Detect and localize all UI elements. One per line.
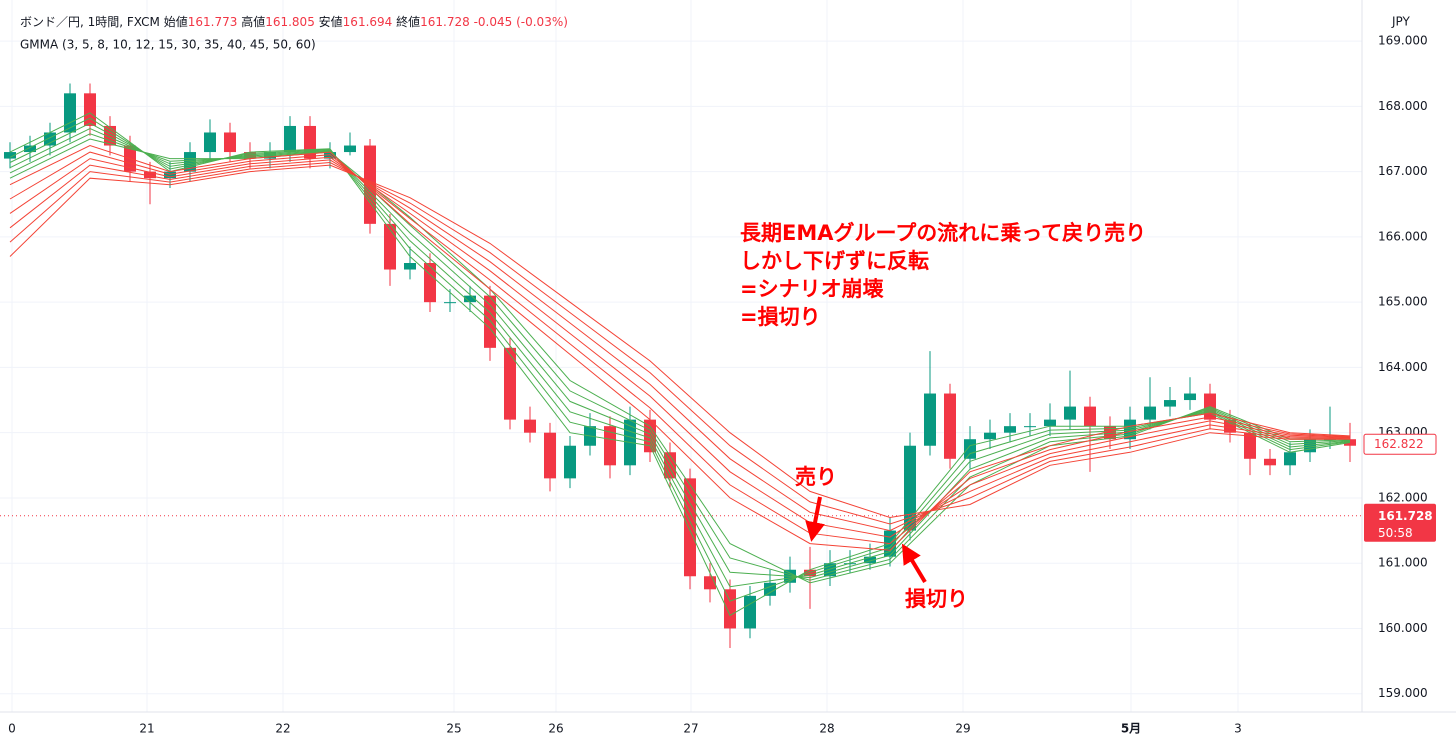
candle-body bbox=[924, 393, 936, 446]
annotation: 長期EMAグループの流れに乗って戻り売り bbox=[740, 221, 1146, 245]
candle-body bbox=[1064, 406, 1076, 420]
gmma-line bbox=[9, 161, 1351, 525]
y-tick-label: 165.000 bbox=[1378, 295, 1428, 309]
header: ボンド／円, 1時間, FXCM 始値161.773 高値161.805 安値1… bbox=[20, 14, 568, 29]
y-tick-label: 162.000 bbox=[1378, 490, 1428, 504]
candle-body bbox=[724, 589, 736, 629]
x-tick-label: 22 bbox=[275, 722, 290, 736]
candle-body bbox=[964, 439, 976, 459]
gmma-line bbox=[9, 112, 1351, 617]
gmma-line bbox=[9, 156, 1351, 538]
candle-body bbox=[1264, 458, 1276, 466]
x-tick-label: 26 bbox=[548, 722, 563, 736]
candle-body bbox=[944, 393, 956, 459]
candle-body bbox=[664, 452, 676, 479]
gmma-line bbox=[9, 159, 1351, 532]
candle-body bbox=[744, 595, 756, 629]
gmma-line bbox=[9, 133, 1351, 581]
x-tick-label: 28 bbox=[819, 722, 834, 736]
gmma-tag bbox=[1363, 433, 1437, 455]
gmma-line bbox=[9, 151, 1351, 545]
candle-body bbox=[1244, 432, 1256, 459]
x-tick-label: 21 bbox=[139, 722, 154, 736]
annotation: =損切り bbox=[740, 305, 821, 329]
candle-body bbox=[1344, 439, 1356, 446]
price-tag bbox=[1364, 503, 1436, 542]
gmma-line bbox=[9, 164, 1350, 519]
candle-body bbox=[4, 152, 16, 159]
y-tick-label: 160.000 bbox=[1378, 621, 1428, 635]
gmma-line bbox=[9, 128, 1351, 579]
arrow bbox=[805, 496, 825, 542]
candle-body bbox=[1144, 406, 1156, 420]
candle-body bbox=[1084, 406, 1096, 427]
candle-body bbox=[984, 432, 996, 440]
candle-body bbox=[1184, 393, 1196, 401]
annotation: =シナリオ崩壊 bbox=[740, 277, 884, 301]
candle-body bbox=[1164, 400, 1176, 407]
candle-body bbox=[264, 152, 276, 159]
candle-body bbox=[84, 93, 96, 126]
candle-body bbox=[204, 132, 216, 153]
candle-body bbox=[684, 478, 696, 577]
candle-body bbox=[804, 569, 816, 577]
candle-body bbox=[384, 223, 396, 270]
gmma-line bbox=[9, 122, 1351, 588]
price-tag-label: 161.728 bbox=[1378, 509, 1433, 523]
candle-body bbox=[864, 556, 876, 564]
candle-body bbox=[544, 432, 556, 479]
x-tick-label: 5月 bbox=[1121, 722, 1141, 736]
currency: JPY bbox=[1391, 15, 1411, 29]
candle-body bbox=[504, 347, 516, 420]
gmma-line bbox=[9, 144, 1351, 551]
candle-body bbox=[224, 132, 236, 153]
gmma-line bbox=[9, 138, 1350, 584]
candle-body bbox=[424, 263, 436, 303]
candle-body bbox=[24, 145, 36, 153]
candle-body bbox=[164, 171, 176, 179]
y-tick-label: 168.000 bbox=[1378, 99, 1428, 113]
gmma-tag-label: 162.822 bbox=[1374, 437, 1424, 451]
sell-label: 売り bbox=[795, 465, 837, 489]
x-tick-label: 25 bbox=[446, 722, 461, 736]
candle-body bbox=[904, 445, 916, 531]
stop-label: 損切り bbox=[905, 587, 968, 611]
x-tick-label: 0 bbox=[8, 722, 16, 736]
candle-body bbox=[64, 93, 76, 133]
candle-body bbox=[244, 152, 256, 159]
candle-body bbox=[1284, 452, 1296, 466]
candle-body bbox=[104, 125, 116, 146]
candle-body bbox=[1044, 419, 1056, 427]
candle-body bbox=[284, 125, 296, 153]
candle-body bbox=[484, 295, 496, 348]
candle-body bbox=[144, 171, 156, 179]
candle-body bbox=[564, 445, 576, 479]
candle-body bbox=[464, 295, 476, 303]
candle-body bbox=[404, 263, 416, 270]
indicator-label: GMMA (3, 5, 8, 10, 12, 15, 30, 35, 40, 4… bbox=[20, 38, 316, 52]
candle-body bbox=[1004, 426, 1016, 433]
candle-body bbox=[444, 302, 456, 304]
candle-body bbox=[344, 145, 356, 153]
annotation: しかし下げずに反転 bbox=[740, 249, 929, 273]
gmma-line bbox=[9, 117, 1351, 602]
arrow bbox=[901, 543, 927, 584]
x-tick-label: 29 bbox=[955, 722, 970, 736]
x-tick-label: 27 bbox=[683, 722, 698, 736]
y-tick-label: 161.000 bbox=[1378, 556, 1428, 570]
x-tick-label: 3 bbox=[1234, 722, 1242, 736]
candle-body bbox=[1324, 439, 1336, 441]
y-tick-label: 164.000 bbox=[1378, 360, 1428, 374]
y-tick-label: 167.000 bbox=[1378, 164, 1428, 178]
candle-body bbox=[524, 419, 536, 433]
y-tick-label: 169.000 bbox=[1378, 34, 1428, 48]
candle-body bbox=[604, 426, 616, 466]
candle-body bbox=[1024, 426, 1036, 428]
y-tick-label: 159.000 bbox=[1378, 686, 1428, 700]
y-tick-label: 166.000 bbox=[1378, 229, 1428, 243]
countdown: 50:58 bbox=[1378, 526, 1413, 540]
